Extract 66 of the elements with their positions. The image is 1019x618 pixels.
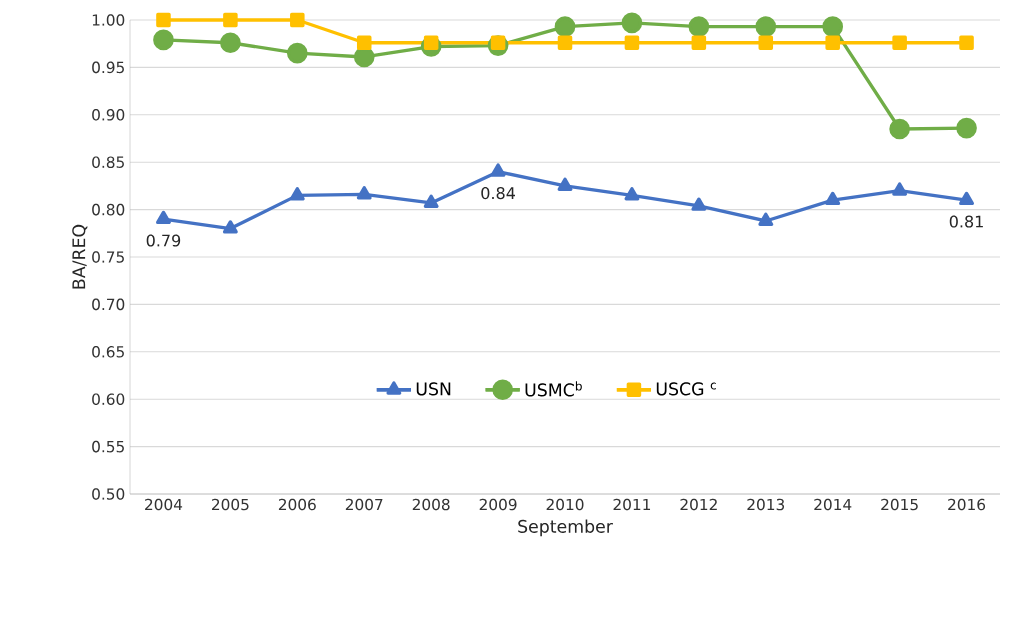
x-tick-label: 2010 [546,498,584,511]
point [423,194,439,208]
x-tick-label: 2005 [212,498,249,511]
y-tick-label: 0.90 [92,109,125,121]
point [755,16,777,37]
point [825,191,841,206]
point [892,35,907,51]
legend-label: USN [416,382,451,396]
point [889,118,910,140]
point [956,117,977,139]
legend-label: USCG $^{c}$ [656,382,716,396]
point [557,35,573,51]
point [959,35,974,51]
point [624,35,640,51]
point [356,35,372,51]
data-label: 0.79 [146,234,181,247]
point [758,212,774,226]
y-tick-label: 0.75 [92,251,124,263]
data-label: 0.81 [949,215,983,228]
point [758,35,774,51]
point [156,12,171,28]
x-tick-label: 2013 [747,498,785,511]
y-tick-label: 0.60 [92,393,125,405]
point [557,177,573,191]
point [691,197,707,211]
y-tick-label: 0.80 [92,203,125,216]
point [554,16,576,37]
x-tick-label: 2007 [345,498,383,511]
point [289,187,305,201]
point [624,187,640,201]
y-tick-label: 0.95 [92,61,124,74]
point [356,186,372,200]
point [156,210,171,225]
y-tick-label: 0.65 [92,346,124,358]
y-tick-label: 1.00 [92,14,125,26]
point [825,35,840,51]
x-tick-label: 2006 [278,498,316,511]
point [691,35,707,51]
y-tick-label: 0.55 [92,440,124,453]
x-tick-label: 2016 [948,498,986,511]
x-tick-label: 2014 [814,498,852,511]
x-tick-label: 2004 [145,498,183,511]
x-tick-label: 2009 [479,498,517,511]
point [222,220,238,234]
point [822,16,844,37]
x-tick-label: 2011 [613,498,651,511]
point [892,182,908,196]
point [220,32,241,54]
legend-label: USMC$^{b}$ [525,381,582,397]
point [153,29,174,51]
x-tick-label: 2012 [680,498,717,511]
point [223,12,238,28]
data-label: 0.84 [481,187,515,200]
x-tick-label: 2008 [412,498,450,511]
x-axis-title: September [518,519,613,537]
point [688,16,710,37]
point [490,163,506,177]
point [959,191,974,206]
y-axis-title: BA/REQ [72,224,88,289]
x-tick-label: 2015 [881,498,918,511]
point [286,42,308,64]
y-tick-label: 0.85 [92,156,124,168]
point [621,12,643,34]
y-tick-label: 0.50 [92,488,125,500]
y-tick-label: 0.70 [92,298,125,311]
point [290,12,305,28]
